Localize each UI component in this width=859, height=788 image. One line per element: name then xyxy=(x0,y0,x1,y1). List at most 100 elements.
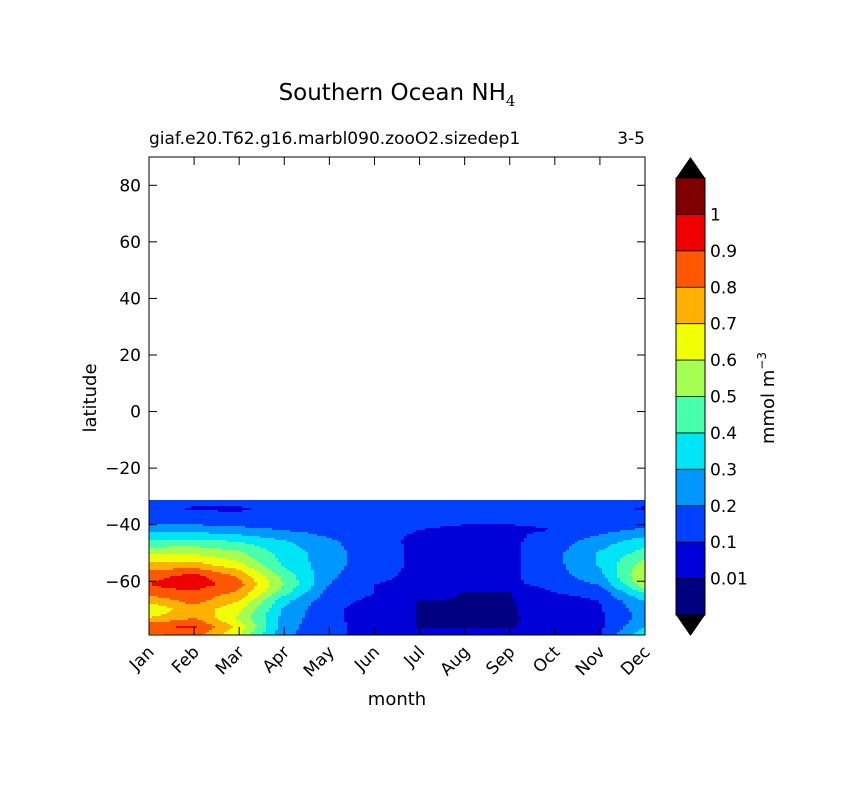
contour-cell xyxy=(563,556,567,559)
contour-cell xyxy=(359,508,363,511)
contour-cell xyxy=(209,534,213,537)
contour-cell xyxy=(164,534,168,537)
contour-cell xyxy=(416,550,420,553)
contour-cell xyxy=(329,524,333,527)
contour-cell xyxy=(368,500,372,503)
contour-cell xyxy=(245,508,249,511)
contour-cell xyxy=(443,518,447,521)
contour-cell xyxy=(386,510,390,513)
contour-cell xyxy=(200,556,204,559)
contour-cell xyxy=(524,522,528,525)
contour-cell xyxy=(476,526,480,529)
contour-cell xyxy=(263,530,267,533)
contour-cell xyxy=(314,526,318,529)
contour-cell xyxy=(248,536,252,539)
contour-cell xyxy=(194,524,198,527)
contour-cell xyxy=(398,512,402,515)
contour-cell xyxy=(599,540,603,543)
contour-cell xyxy=(638,518,642,521)
contour-cell xyxy=(452,558,456,561)
contour-cell xyxy=(377,528,381,531)
contour-cell xyxy=(392,536,396,539)
contour-cell xyxy=(464,518,468,521)
contour-cell xyxy=(518,536,522,539)
contour-cell xyxy=(353,506,357,509)
contour-cell xyxy=(224,528,228,531)
contour-cell xyxy=(227,516,231,519)
contour-cell xyxy=(485,554,489,557)
contour-cell xyxy=(356,514,360,517)
contour-cell xyxy=(242,522,246,525)
contour-cell xyxy=(380,540,384,543)
contour-cell xyxy=(341,502,345,505)
contour-cell xyxy=(209,502,213,505)
contour-cell xyxy=(548,552,552,555)
contour-cell xyxy=(161,544,165,547)
contour-cell xyxy=(593,550,597,553)
contour-cell xyxy=(236,526,240,529)
contour-cell xyxy=(233,528,237,531)
contour-cell xyxy=(368,530,372,533)
contour-cell xyxy=(383,556,387,559)
contour-cell xyxy=(164,530,168,533)
contour-cell xyxy=(482,536,486,539)
contour-cell xyxy=(368,558,372,561)
contour-cell xyxy=(326,548,330,551)
contour-cell xyxy=(545,548,549,551)
contour-cell xyxy=(458,546,462,549)
contour-cell xyxy=(320,532,324,535)
contour-cell xyxy=(182,504,186,507)
contour-cell xyxy=(371,542,375,545)
contour-cell xyxy=(185,534,189,537)
contour-cell xyxy=(587,504,591,507)
contour-cell xyxy=(482,500,486,503)
contour-cell xyxy=(320,500,324,503)
contour-cell xyxy=(395,536,399,539)
contour-cell xyxy=(329,518,333,521)
contour-cell xyxy=(191,506,195,509)
contour-cell xyxy=(386,530,390,533)
contour-cell xyxy=(185,502,189,505)
contour-cell xyxy=(437,540,441,543)
contour-cell xyxy=(560,552,564,555)
contour-cell xyxy=(371,528,375,531)
contour-cell xyxy=(242,526,246,529)
contour-cell xyxy=(314,500,318,503)
contour-cell xyxy=(410,538,414,541)
contour-cell xyxy=(404,504,408,507)
contour-cell xyxy=(185,522,189,525)
contour-cell xyxy=(548,520,552,523)
contour-cell xyxy=(299,548,303,551)
contour-cell xyxy=(446,556,450,559)
contour-cell xyxy=(479,534,483,537)
contour-cell xyxy=(422,558,426,561)
contour-cell xyxy=(548,542,552,545)
contour-cell xyxy=(149,540,153,543)
contour-cell xyxy=(518,544,522,547)
contour-cell xyxy=(551,518,555,521)
contour-cell xyxy=(179,510,183,513)
contour-cell xyxy=(335,532,339,535)
contour-cell xyxy=(194,536,198,539)
contour-cell xyxy=(401,528,405,531)
contour-cell xyxy=(332,514,336,517)
contour-cell xyxy=(506,522,510,525)
contour-cell xyxy=(503,552,507,555)
contour-cell xyxy=(473,520,477,523)
contour-cell xyxy=(362,546,366,549)
contour-cell xyxy=(512,512,516,515)
contour-cell xyxy=(575,504,579,507)
contour-cell xyxy=(380,520,384,523)
contour-cell xyxy=(386,532,390,535)
contour-cell xyxy=(557,500,561,503)
contour-cell xyxy=(461,502,465,505)
contour-cell xyxy=(452,524,456,527)
contour-cell xyxy=(500,540,504,543)
contour-cell xyxy=(221,530,225,533)
contour-cell xyxy=(593,516,597,519)
contour-cell xyxy=(440,532,444,535)
contour-cell xyxy=(215,520,219,523)
contour-cell xyxy=(170,534,174,537)
contour-cell xyxy=(353,528,357,531)
contour-cell xyxy=(269,548,273,551)
